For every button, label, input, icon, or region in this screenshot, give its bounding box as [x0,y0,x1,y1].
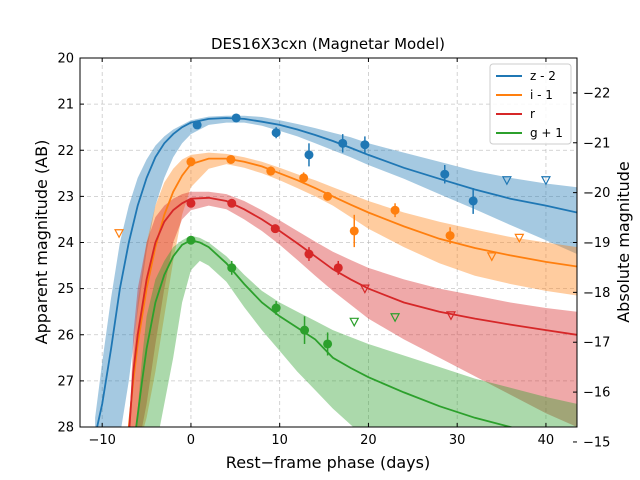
y-tick-label: 27 [57,374,74,389]
model-line-3 [135,239,514,427]
legend-box [489,63,572,145]
data-point [304,249,314,259]
data-point [323,191,333,201]
data-point [271,128,281,138]
upper-limit-marker [514,233,525,244]
data-point [227,198,237,208]
y2-tick-label: −17 [583,336,610,351]
y2-tick-label: −19 [583,236,610,251]
confidence-bands [95,115,577,427]
band-1 [128,152,577,427]
data-point [445,231,455,241]
x-tick-label: 30 [449,433,466,448]
x-tick-label: 40 [538,433,555,448]
legend-label: z - 2 [530,69,556,83]
model-line-1 [127,157,577,427]
data-point [226,154,236,164]
y-tick-label: 25 [57,282,74,297]
data-point [360,140,370,150]
upper-limit-marker [540,176,551,186]
data-points [114,113,551,356]
data-point [186,198,196,208]
legend-label: g + 1 [530,126,563,140]
y-tick-label: 26 [57,328,74,343]
data-point [227,263,237,273]
data-point [304,150,314,160]
legend: z - 2 i - 1 r g + 1 [489,63,572,145]
upper-limit-marker [349,317,360,328]
y2-axis-label: Absolute magnitude [614,161,633,323]
upper-limit-marker [114,229,125,239]
y2-tick-label: −16 [583,386,610,401]
data-point [271,303,281,313]
y2-tick-label: −21 [583,136,610,151]
y-axis-label: Apparent magnitude (AB) [32,140,51,345]
data-point [390,205,400,215]
upper-limit-marker [486,252,497,262]
band-0 [95,115,577,427]
y2-tick-label: −20 [583,186,610,201]
data-point [338,138,348,148]
chart-title: DES16X3cxn (Magnetar Model) [211,35,445,53]
data-point [349,226,359,236]
y2-tick-label: −18 [583,286,610,301]
data-point [186,157,196,167]
y-tick-label: 23 [57,190,74,205]
upper-limit-marker [390,313,401,323]
upper-limit-marker [501,176,512,186]
data-point [270,224,280,234]
x-tick-label: 10 [271,433,288,448]
data-point [468,196,478,206]
data-point [300,325,310,335]
upper-limit-marker [359,284,370,294]
legend-label: i - 1 [530,88,553,102]
y2-tick-label: −22 [583,86,610,101]
y-tick-label: 28 [57,421,74,436]
model-line-2 [128,196,577,427]
x-axis-label: Rest−frame phase (days) [226,453,430,472]
y-tick-label: 24 [57,236,74,251]
x-tick-label: −10 [88,433,115,448]
data-point [323,339,333,349]
y-tick-label: 20 [57,52,74,67]
x-tick-label: 20 [360,433,377,448]
data-point [440,169,450,179]
legend-label: r [530,107,535,121]
data-point [333,263,343,273]
upper-limit-marker [445,311,456,321]
data-point [186,235,196,245]
data-point [266,166,276,176]
axis-ticks: −10 0 10 20 30 40 20 21 22 23 24 25 26 27 28 −22 −21 −20 −… [57,52,610,451]
band-2 [129,191,577,427]
y2-tick-label: −15 [583,435,610,450]
data-point [231,113,241,123]
band-3 [136,235,577,427]
data-point [299,173,309,183]
x-tick-label: 0 [187,433,195,448]
data-point [192,120,202,130]
y-tick-label: 21 [57,98,74,113]
y-tick-label: 22 [57,144,74,159]
